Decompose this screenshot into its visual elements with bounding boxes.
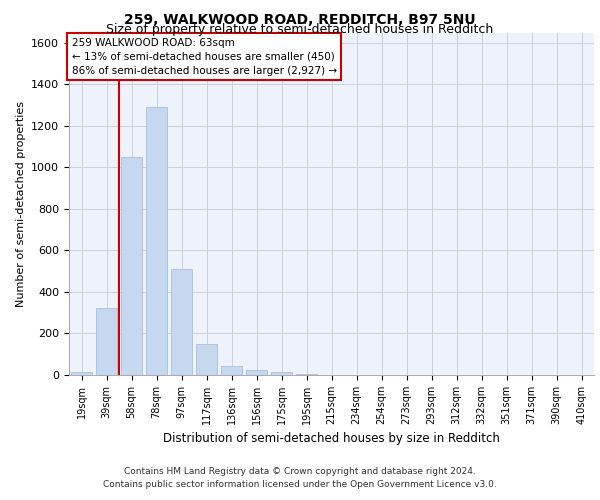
Bar (171, 269, 192, 375)
Text: Contains public sector information licensed under the Open Government Licence v3: Contains public sector information licen… (103, 480, 497, 489)
Bar (221, 366, 242, 375)
Bar (271, 372, 292, 375)
Y-axis label: Number of semi-detached properties: Number of semi-detached properties (16, 101, 26, 306)
X-axis label: Distribution of semi-detached houses by size in Redditch: Distribution of semi-detached houses by … (163, 432, 500, 446)
Bar (146, 107, 167, 375)
Text: Size of property relative to semi-detached houses in Redditch: Size of property relative to semi-detach… (106, 22, 494, 36)
Text: Contains HM Land Registry data © Crown copyright and database right 2024.: Contains HM Land Registry data © Crown c… (124, 467, 476, 476)
Text: 259, WALKWOOD ROAD, REDDITCH, B97 5NU: 259, WALKWOOD ROAD, REDDITCH, B97 5NU (124, 12, 476, 26)
Bar (121, 157, 142, 375)
Bar (246, 370, 267, 375)
Text: 259 WALKWOOD ROAD: 63sqm
← 13% of semi-detached houses are smaller (450)
86% of : 259 WALKWOOD ROAD: 63sqm ← 13% of semi-d… (71, 38, 337, 76)
Bar (296, 374, 317, 375)
Bar (71, 372, 92, 375)
Bar (196, 344, 217, 375)
Bar (96, 308, 117, 375)
